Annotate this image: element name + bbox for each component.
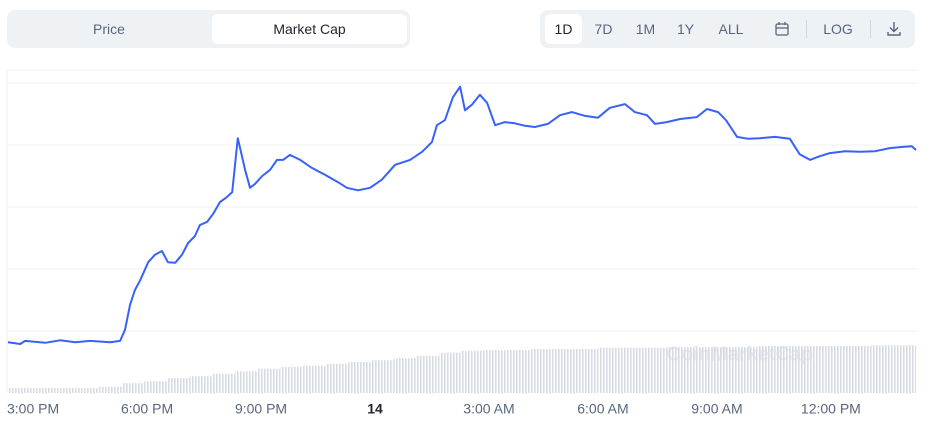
log-button[interactable]: LOG [823, 21, 853, 37]
volume-bar [598, 347, 621, 393]
range-group: 1D 7D 1M 1Y ALL LOG [540, 10, 915, 48]
volume-bar [666, 347, 689, 393]
volume-bar [643, 347, 667, 393]
line [7, 85, 917, 345]
volume-bar [98, 386, 122, 393]
x-tick-label: 6:00 AM [577, 401, 628, 417]
volume-bar [893, 345, 916, 393]
volume-bar [121, 383, 145, 393]
volume-bar [507, 350, 531, 393]
volume-bar [30, 388, 54, 393]
volume-bar [757, 345, 780, 393]
volume-bar [779, 345, 803, 393]
volume-bar [325, 363, 349, 393]
volume-bar [552, 348, 576, 393]
volume-bar [825, 345, 848, 393]
volume-bar [734, 347, 758, 393]
range-button[interactable]: 1Y [676, 21, 695, 37]
volume-bar [348, 362, 372, 393]
x-tick-label: 12:00 PM [801, 401, 861, 417]
separator [870, 20, 871, 38]
x-tick-label: 3:00 PM [7, 401, 59, 417]
x-tick-label: 14 [367, 401, 383, 417]
volume-bar [76, 388, 99, 393]
volume-bar [620, 347, 644, 393]
tab-group: Price Market Cap [7, 10, 410, 48]
volume-bar [484, 350, 508, 393]
volume-bar [257, 368, 281, 393]
volume-bar [8, 388, 31, 393]
volume-bar [462, 350, 485, 393]
volume-bar [416, 355, 440, 393]
volume-bar [802, 345, 826, 393]
volume-bar [280, 366, 304, 393]
range-button[interactable]: 1D [545, 14, 582, 44]
volume-bar [371, 360, 394, 393]
volume-bar [189, 376, 213, 393]
range-button[interactable]: 1M [635, 21, 656, 37]
x-tick-label: 9:00 AM [691, 401, 742, 417]
volume-bar [303, 365, 326, 393]
volume-bar [166, 378, 190, 393]
x-tick-label: 9:00 PM [235, 401, 287, 417]
range-button[interactable]: 7D [594, 21, 613, 37]
x-tick-label: 3:00 AM [463, 401, 514, 417]
x-tick-label: 6:00 PM [121, 401, 173, 417]
volume-bar [530, 348, 553, 393]
download-icon[interactable] [886, 21, 902, 37]
volume-bar [235, 371, 258, 393]
volume-bar [689, 347, 712, 393]
volume-bar [53, 388, 77, 393]
range-button[interactable]: ALL [718, 21, 744, 37]
volume-bar [393, 358, 417, 393]
volume-bar [212, 373, 235, 393]
volume-bar [144, 381, 167, 393]
volume-bar [711, 347, 735, 393]
tab-price[interactable]: Price [93, 21, 125, 37]
volume-bar [575, 348, 599, 393]
volume-bar [847, 345, 871, 393]
tab-market-cap[interactable]: Market Cap [212, 14, 407, 44]
calendar-icon[interactable] [774, 21, 790, 37]
separator [806, 20, 807, 38]
volume-bar [870, 345, 894, 393]
volume-bar [439, 352, 462, 393]
